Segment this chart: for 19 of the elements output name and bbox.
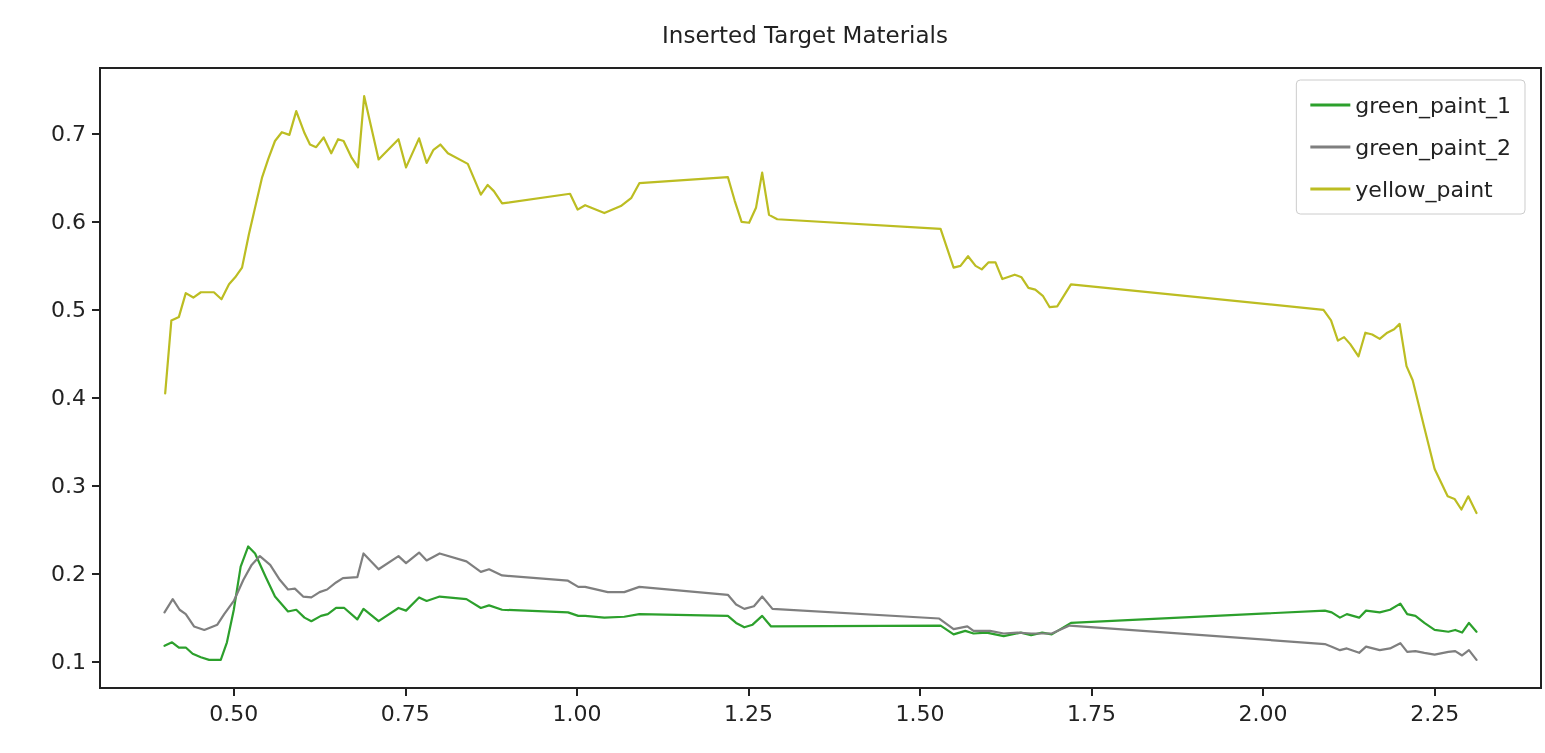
legend-label: green_paint_1 (1355, 92, 1512, 119)
y-tick-label: 0.4 (51, 385, 86, 411)
legend-label: yellow_paint (1355, 176, 1494, 203)
legend-label: green_paint_2 (1355, 134, 1512, 161)
x-tick-label: 1.25 (723, 700, 773, 726)
chart-title: Inserted Target Materials (662, 21, 948, 48)
x-tick-label: 0.50 (209, 700, 259, 726)
x-tick-label: 2.25 (1410, 700, 1460, 726)
y-tick-label: 0.3 (51, 473, 86, 499)
x-tick-label: 0.75 (380, 700, 430, 726)
x-tick-label: 1.50 (895, 700, 945, 726)
x-tick-label: 2.00 (1238, 700, 1288, 726)
y-tick-label: 0.5 (51, 297, 86, 323)
x-tick-label: 1.75 (1067, 700, 1117, 726)
y-tick-label: 0.7 (51, 121, 86, 147)
y-tick-label: 0.6 (51, 209, 86, 235)
x-tick-label: 1.00 (552, 700, 602, 726)
y-tick-label: 0.2 (51, 561, 86, 587)
y-tick-label: 0.1 (51, 649, 86, 675)
